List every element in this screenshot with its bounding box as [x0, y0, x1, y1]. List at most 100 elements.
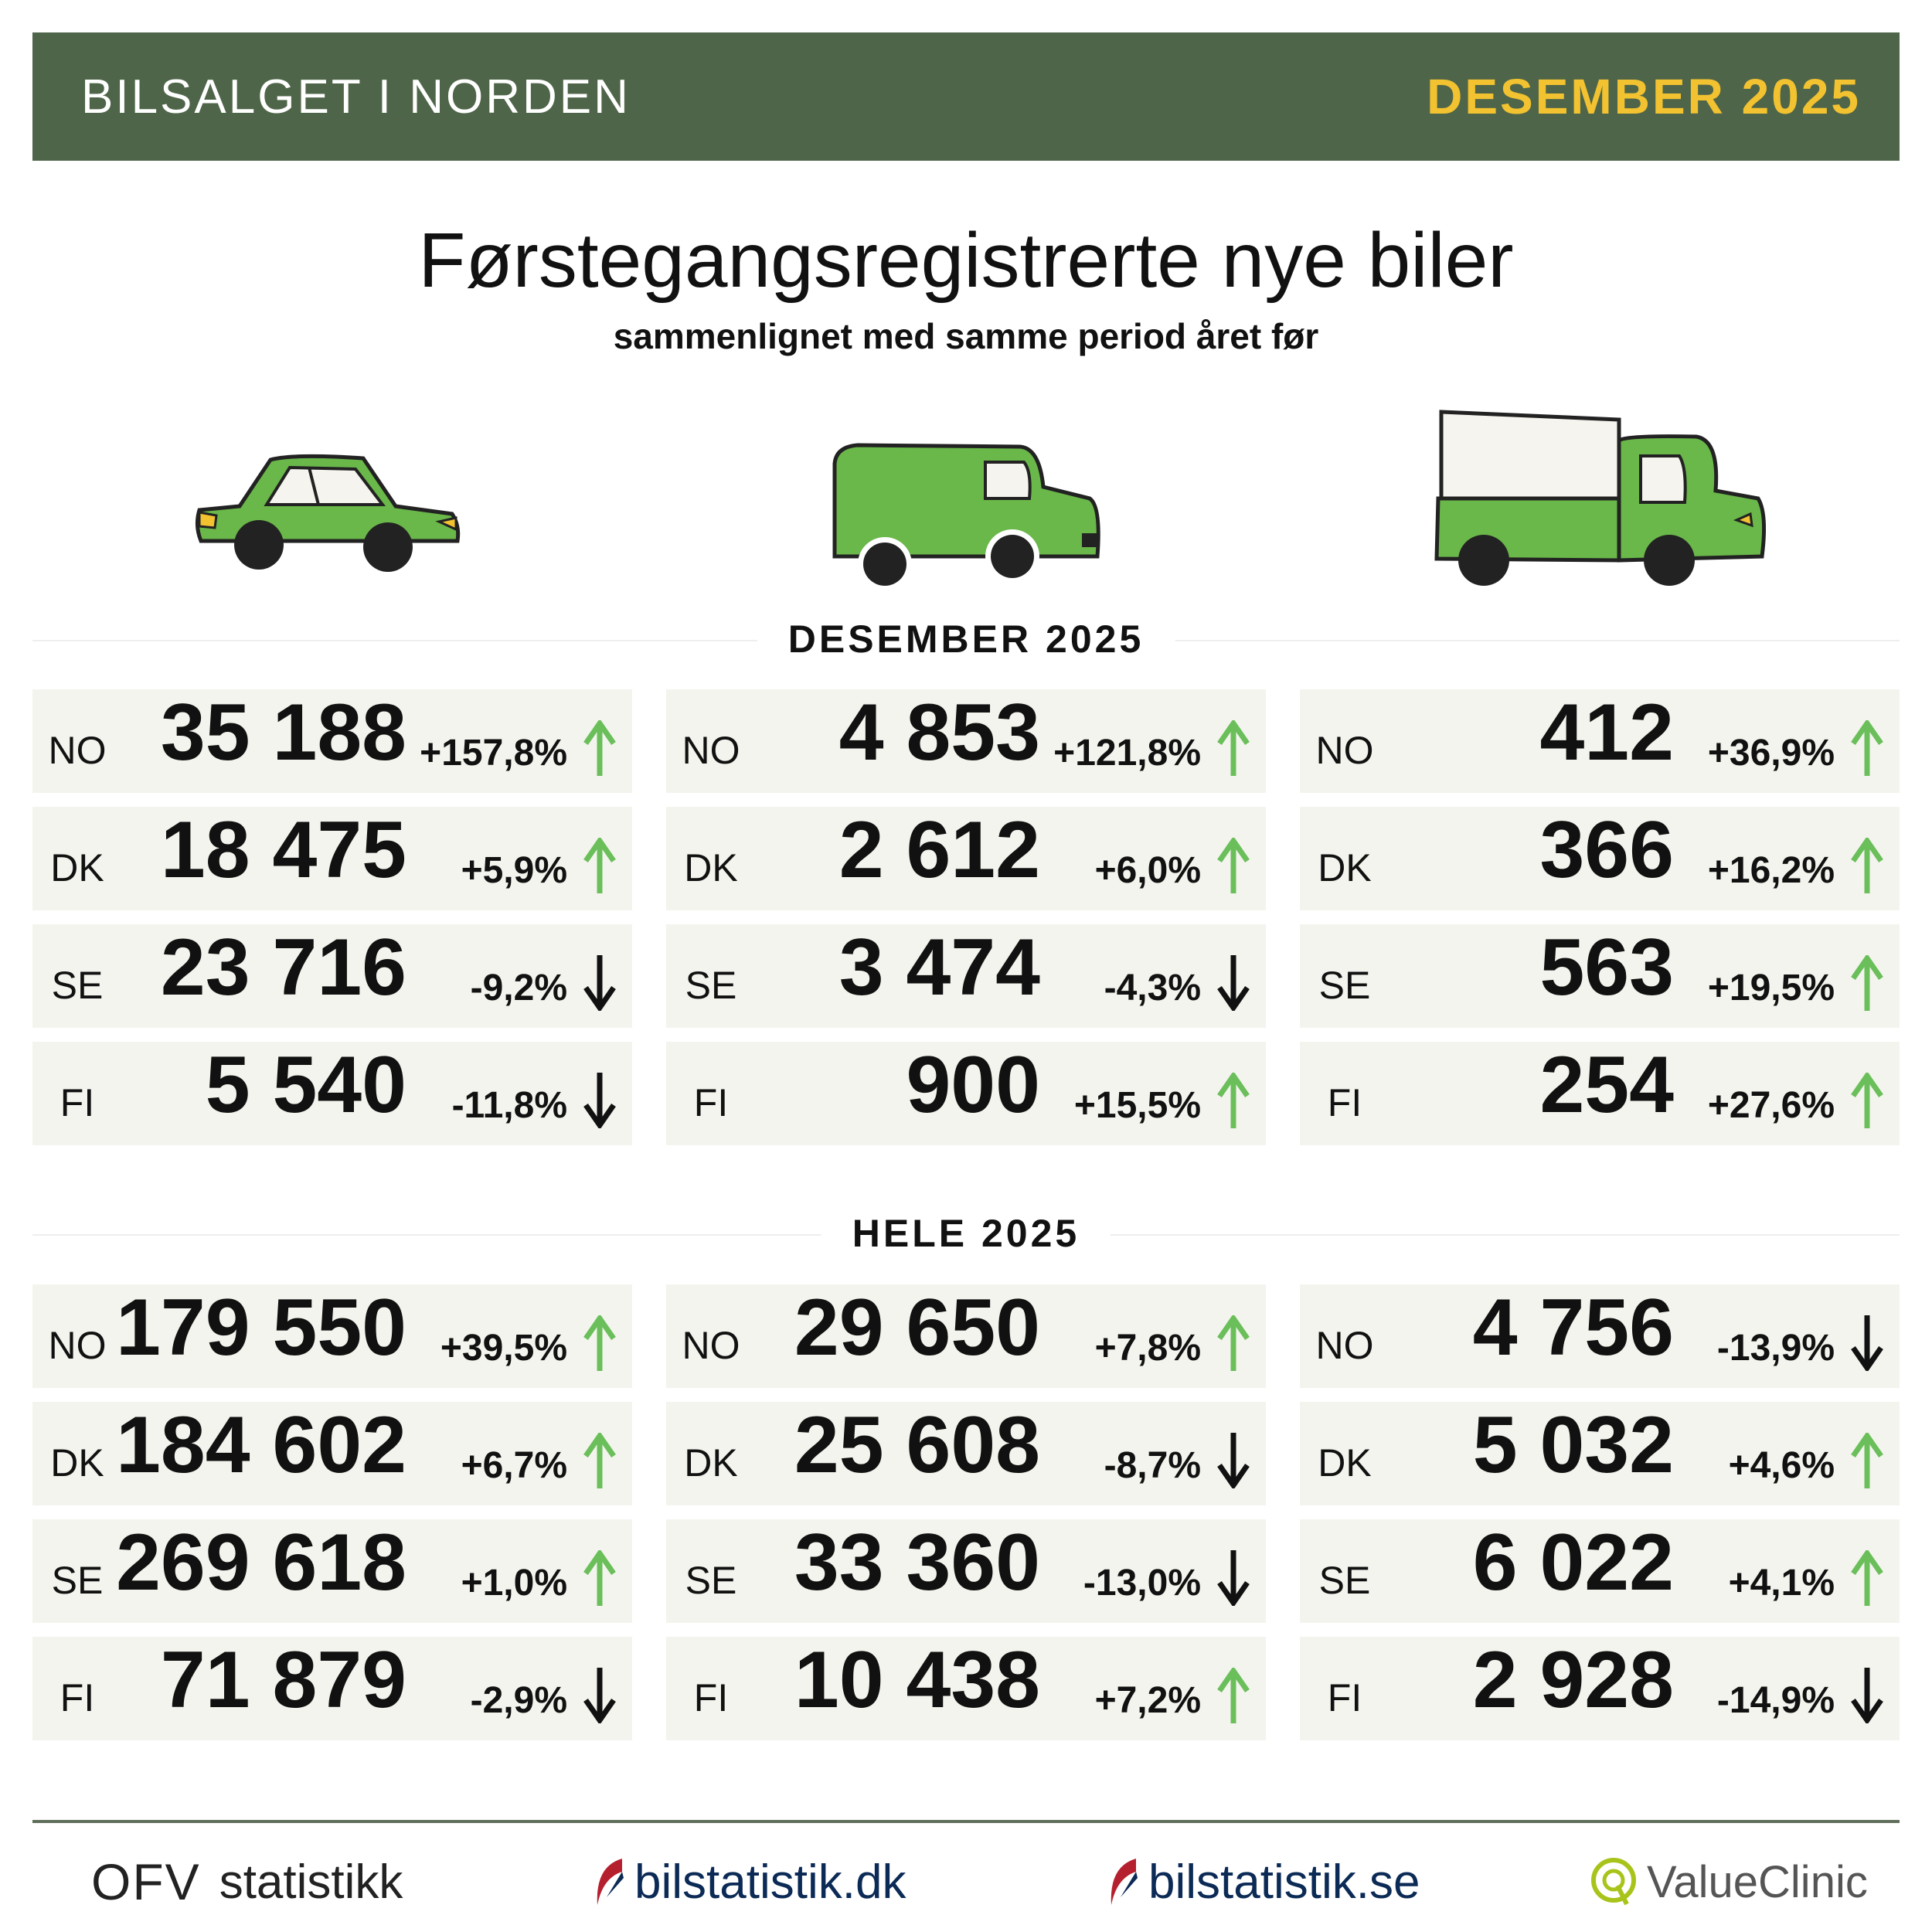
bilstatistik-se-logo: bilstatistik.se [1105, 1847, 1420, 1917]
header-period: DESEMBER 2025 [1427, 69, 1861, 124]
arrow-up-icon [583, 1433, 616, 1488]
ofv-logo: OFV statistikk [91, 1847, 403, 1917]
registrations-value: 5 540 [205, 1040, 406, 1130]
change-percent: +16,2% [1707, 850, 1835, 891]
stat-card-no: NO 412 +36,9% [1300, 688, 1900, 793]
registrations-value: 5 032 [1472, 1400, 1674, 1490]
country-code: DK [50, 846, 104, 889]
arrow-up-icon [1851, 720, 1883, 776]
bilstatistik-dk-logo: bilstatistik.dk [591, 1847, 906, 1917]
stat-card-se: SE 6 022 +4,1% [1300, 1518, 1900, 1623]
arrow-up-icon [1851, 838, 1883, 893]
arrow-down-icon [1217, 955, 1250, 1011]
footer-divider [32, 1820, 1900, 1823]
valueclinic-q-icon [1591, 1858, 1636, 1906]
country-code: FI [1327, 1081, 1362, 1124]
change-percent: +6,0% [1094, 850, 1201, 891]
registrations-value: 254 [1539, 1040, 1674, 1130]
arrow-up-icon [583, 1315, 616, 1371]
registrations-value: 35 188 [160, 688, 406, 777]
section-divider-december: DESEMBER 2025 [32, 617, 1900, 662]
valueclinic-logo: ValueClinic [1588, 1847, 1868, 1917]
registrations-value: 3 474 [838, 923, 1040, 1012]
country-code: NO [682, 729, 740, 772]
registrations-value: 184 602 [116, 1400, 406, 1490]
ofv-mark: OFV [91, 1853, 201, 1910]
country-code: SE [685, 1559, 737, 1602]
country-code: DK [684, 1441, 738, 1485]
change-percent: +39,5% [440, 1328, 567, 1369]
stat-card-se: SE 33 360 -13,0% [666, 1518, 1266, 1623]
country-code: DK [1318, 846, 1372, 889]
van-icon [832, 443, 1100, 587]
stat-card-fi: FI 71 879 -2,9% [32, 1635, 632, 1740]
country-code: FI [693, 1081, 729, 1124]
change-percent: +36,9% [1707, 733, 1835, 774]
registrations-value: 366 [1539, 805, 1674, 895]
registrations-value: 25 608 [794, 1400, 1040, 1490]
swoosh-icon [1111, 1859, 1138, 1905]
arrow-down-icon [583, 955, 616, 1011]
country-code: FI [693, 1676, 729, 1719]
stat-card-dk: DK 5 032 +4,6% [1300, 1400, 1900, 1505]
country-code: NO [48, 1324, 107, 1367]
stat-card-no: NO 4 756 -13,9% [1300, 1283, 1900, 1388]
swoosh-icon [597, 1859, 624, 1905]
country-code: NO [682, 1324, 740, 1367]
truck-icon [1434, 410, 1766, 586]
change-percent: +19,5% [1707, 968, 1835, 1009]
change-percent: +27,6% [1707, 1085, 1835, 1126]
stat-card-dk: DK 366 +16,2% [1300, 805, 1900, 910]
stat-card-fi: FI 2 928 -14,9% [1300, 1635, 1900, 1740]
stat-card-dk: DK 184 602 +6,7% [32, 1400, 632, 1505]
change-percent: +4,6% [1728, 1445, 1835, 1486]
registrations-value: 18 475 [160, 805, 406, 895]
change-percent: +7,8% [1094, 1328, 1201, 1369]
arrow-up-icon [1217, 1315, 1250, 1371]
registrations-value: 563 [1539, 923, 1674, 1012]
country-code: DK [684, 846, 738, 889]
registrations-value: 4 853 [838, 688, 1040, 777]
registrations-value: 29 650 [794, 1283, 1040, 1372]
stat-card-no: NO 179 550 +39,5% [32, 1283, 632, 1388]
stat-card-fi: FI 5 540 -11,8% [32, 1040, 632, 1145]
arrow-up-icon [1851, 1550, 1883, 1606]
stat-card-no: NO 4 853 +121,8% [666, 688, 1266, 793]
year-grid: NO 179 550 +39,5% NO 29 650 +7,8% NO 4 7… [32, 1283, 1900, 1740]
change-percent: -11,8% [451, 1085, 567, 1126]
change-percent: -9,2% [470, 968, 567, 1009]
change-percent: +4,1% [1728, 1563, 1835, 1604]
change-percent: +7,2% [1094, 1680, 1201, 1721]
registrations-value: 412 [1539, 688, 1674, 777]
country-code: NO [48, 729, 107, 772]
arrow-up-icon [583, 838, 616, 893]
change-percent: +15,5% [1073, 1085, 1201, 1126]
arrow-up-icon [1217, 838, 1250, 893]
change-percent: -2,9% [470, 1680, 567, 1721]
stat-card-dk: DK 18 475 +5,9% [32, 805, 632, 910]
country-code: NO [1315, 729, 1374, 772]
registrations-value: 900 [906, 1040, 1040, 1130]
ofv-text: statistikk [219, 1855, 403, 1909]
section-divider-year: HELE 2025 [32, 1211, 1900, 1257]
change-percent: +121,8% [1053, 733, 1201, 774]
registrations-value: 179 550 [116, 1283, 406, 1372]
registrations-value: 6 022 [1472, 1518, 1674, 1607]
section-label: HELE 2025 [821, 1211, 1111, 1257]
country-code: DK [1318, 1441, 1372, 1485]
arrow-up-icon [1217, 720, 1250, 776]
arrow-down-icon [583, 1073, 616, 1128]
change-percent: -13,0% [1083, 1563, 1201, 1604]
stat-card-fi: FI 10 438 +7,2% [666, 1635, 1266, 1740]
change-percent: +6,7% [461, 1445, 567, 1486]
change-percent: -8,7% [1104, 1445, 1201, 1486]
country-code: DK [50, 1441, 104, 1485]
stat-card-se: SE 23 716 -9,2% [32, 923, 632, 1028]
stat-card-se: SE 269 618 +1,0% [32, 1518, 632, 1623]
change-percent: +5,9% [461, 850, 567, 891]
arrow-up-icon [1851, 1433, 1883, 1488]
arrow-down-icon [1217, 1550, 1250, 1606]
arrow-down-icon [1851, 1668, 1883, 1723]
section-label: DESEMBER 2025 [757, 617, 1175, 662]
registrations-value: 23 716 [160, 923, 406, 1012]
